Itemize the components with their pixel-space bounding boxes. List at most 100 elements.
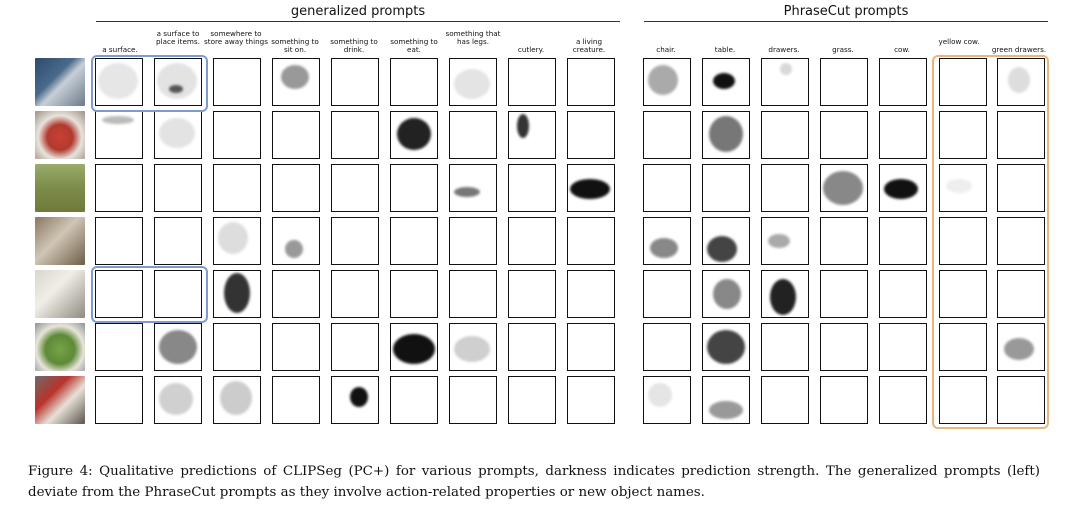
col-header-something-to-sit-on: something to sit on. — [271, 37, 319, 54]
input-image-coffee-cup — [35, 376, 85, 424]
generalized-prompts-title: generalized prompts — [290, 4, 426, 19]
prediction-cell — [820, 376, 868, 424]
prediction-cell — [567, 270, 615, 318]
prediction-cell — [508, 217, 556, 265]
prediction-cell — [761, 164, 809, 212]
prediction-blob — [397, 118, 431, 150]
prediction-blob — [1008, 67, 1030, 93]
prediction-cell — [820, 270, 868, 318]
prediction-cell — [213, 323, 261, 371]
prediction-cell — [939, 323, 987, 371]
prediction-cell — [95, 217, 143, 265]
prediction-cell — [879, 111, 927, 159]
prediction-cell — [390, 376, 438, 424]
figure-caption: Figure 4: Qualitative predictions of CLI… — [28, 464, 1040, 501]
prediction-cell — [331, 164, 379, 212]
prediction-cell — [879, 164, 927, 212]
prediction-cell — [154, 270, 202, 318]
prediction-cell — [702, 111, 750, 159]
prediction-blob — [224, 273, 250, 313]
prediction-blob — [713, 73, 735, 89]
prediction-blob — [220, 381, 252, 415]
prediction-cell — [643, 376, 691, 424]
prediction-cell — [997, 323, 1045, 371]
prediction-cell — [508, 270, 556, 318]
prediction-blob — [823, 171, 863, 205]
prediction-cell — [761, 217, 809, 265]
prediction-cell — [154, 58, 202, 106]
prediction-blob — [285, 240, 303, 258]
prediction-cell — [272, 164, 320, 212]
prediction-cell — [567, 323, 615, 371]
prediction-cell — [390, 58, 438, 106]
prediction-cell — [997, 270, 1045, 318]
prediction-blob — [570, 179, 610, 199]
prediction-cell — [390, 270, 438, 318]
generalized-prompts-rule — [96, 21, 620, 22]
prediction-cell — [567, 111, 615, 159]
input-image-cow-field — [35, 164, 85, 212]
prediction-cell — [213, 58, 261, 106]
prediction-cell — [272, 323, 320, 371]
prediction-cell — [997, 376, 1045, 424]
prediction-cell — [939, 164, 987, 212]
prediction-cell — [939, 58, 987, 106]
col-header-a-surface: a surface. — [102, 45, 138, 54]
prediction-blob — [707, 236, 737, 262]
prediction-cell — [213, 164, 261, 212]
prediction-cell — [820, 217, 868, 265]
prediction-cell — [331, 270, 379, 318]
prediction-cell — [761, 58, 809, 106]
prediction-cell — [390, 111, 438, 159]
prediction-blob — [517, 114, 529, 138]
prediction-blob — [707, 330, 745, 364]
col-header-yellow-cow: yellow cow. — [938, 37, 980, 46]
prediction-cell — [95, 111, 143, 159]
input-image-kitchen-drawers — [35, 270, 85, 318]
prediction-blob — [454, 336, 490, 362]
prediction-cell — [702, 217, 750, 265]
prediction-cell — [702, 164, 750, 212]
prediction-cell — [702, 323, 750, 371]
prediction-cell — [761, 111, 809, 159]
prediction-blob — [454, 69, 490, 99]
prediction-cell — [879, 376, 927, 424]
prediction-blob — [218, 222, 248, 254]
prediction-cell — [997, 217, 1045, 265]
prediction-cell — [95, 270, 143, 318]
prediction-blob — [350, 387, 368, 407]
prediction-blob — [169, 85, 183, 93]
prediction-cell — [643, 270, 691, 318]
prediction-cell — [820, 111, 868, 159]
phrasecut-prompts-rule — [644, 21, 1048, 22]
prediction-cell — [331, 376, 379, 424]
prediction-cell — [154, 164, 202, 212]
prediction-blob — [709, 401, 743, 419]
prediction-blob — [281, 65, 309, 89]
col-header-something-that-has-legs: something that has legs. — [445, 29, 501, 46]
input-image-kitchen-chairs — [35, 217, 85, 265]
prediction-cell — [449, 323, 497, 371]
col-header-something-to-drink: something to drink. — [330, 37, 378, 54]
prediction-cell — [820, 58, 868, 106]
prediction-cell — [761, 270, 809, 318]
prediction-cell — [820, 323, 868, 371]
prediction-cell — [449, 164, 497, 212]
prediction-cell — [761, 323, 809, 371]
col-header-grass: grass. — [832, 45, 854, 54]
prediction-cell — [213, 376, 261, 424]
prediction-cell — [567, 164, 615, 212]
prediction-cell — [508, 323, 556, 371]
highlight-surface-row1 — [91, 55, 208, 112]
prediction-cell — [997, 164, 1045, 212]
prediction-blob — [709, 116, 743, 152]
prediction-blob — [946, 179, 972, 193]
prediction-cell — [449, 217, 497, 265]
prediction-cell — [331, 111, 379, 159]
prediction-cell — [702, 376, 750, 424]
prediction-cell — [213, 111, 261, 159]
prediction-cell — [643, 164, 691, 212]
prediction-cell — [331, 323, 379, 371]
col-header-somewhere-to-store: somewhere to store away things — [204, 29, 268, 46]
